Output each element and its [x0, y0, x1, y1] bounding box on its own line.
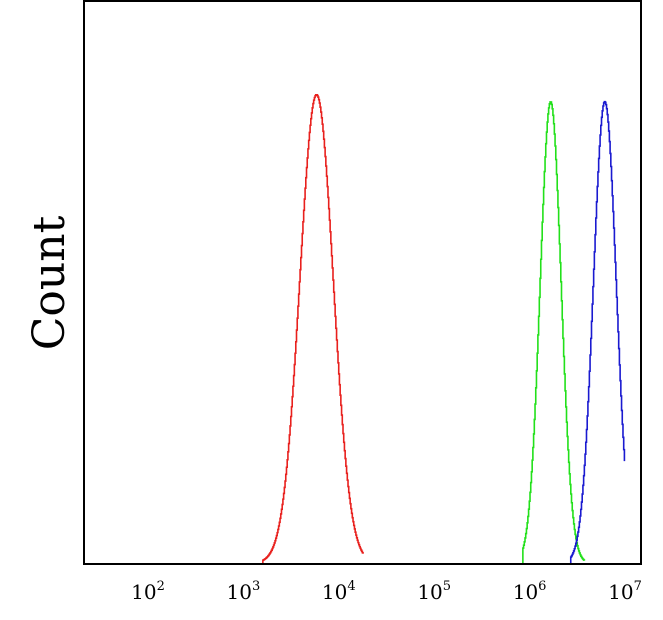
- x-tick-label-2: 103: [227, 579, 261, 604]
- x-tick-label-1: 102: [131, 579, 165, 604]
- series-layer: [262, 93, 626, 563]
- x-tick-label-6: 107: [608, 579, 642, 604]
- y-axis-title: Count: [24, 215, 75, 350]
- x-tick-label-3: 104: [322, 579, 356, 604]
- plot-frame: [83, 0, 642, 565]
- x-tick-label-5: 106: [513, 579, 547, 604]
- histogram-series-2: [522, 101, 586, 563]
- x-tick-label-4: 105: [417, 579, 451, 604]
- histogram-series-1: [262, 93, 364, 563]
- x-axis-tick-labels: 102 103 104 105 106 107: [131, 579, 642, 604]
- histogram-series-3: [569, 100, 626, 563]
